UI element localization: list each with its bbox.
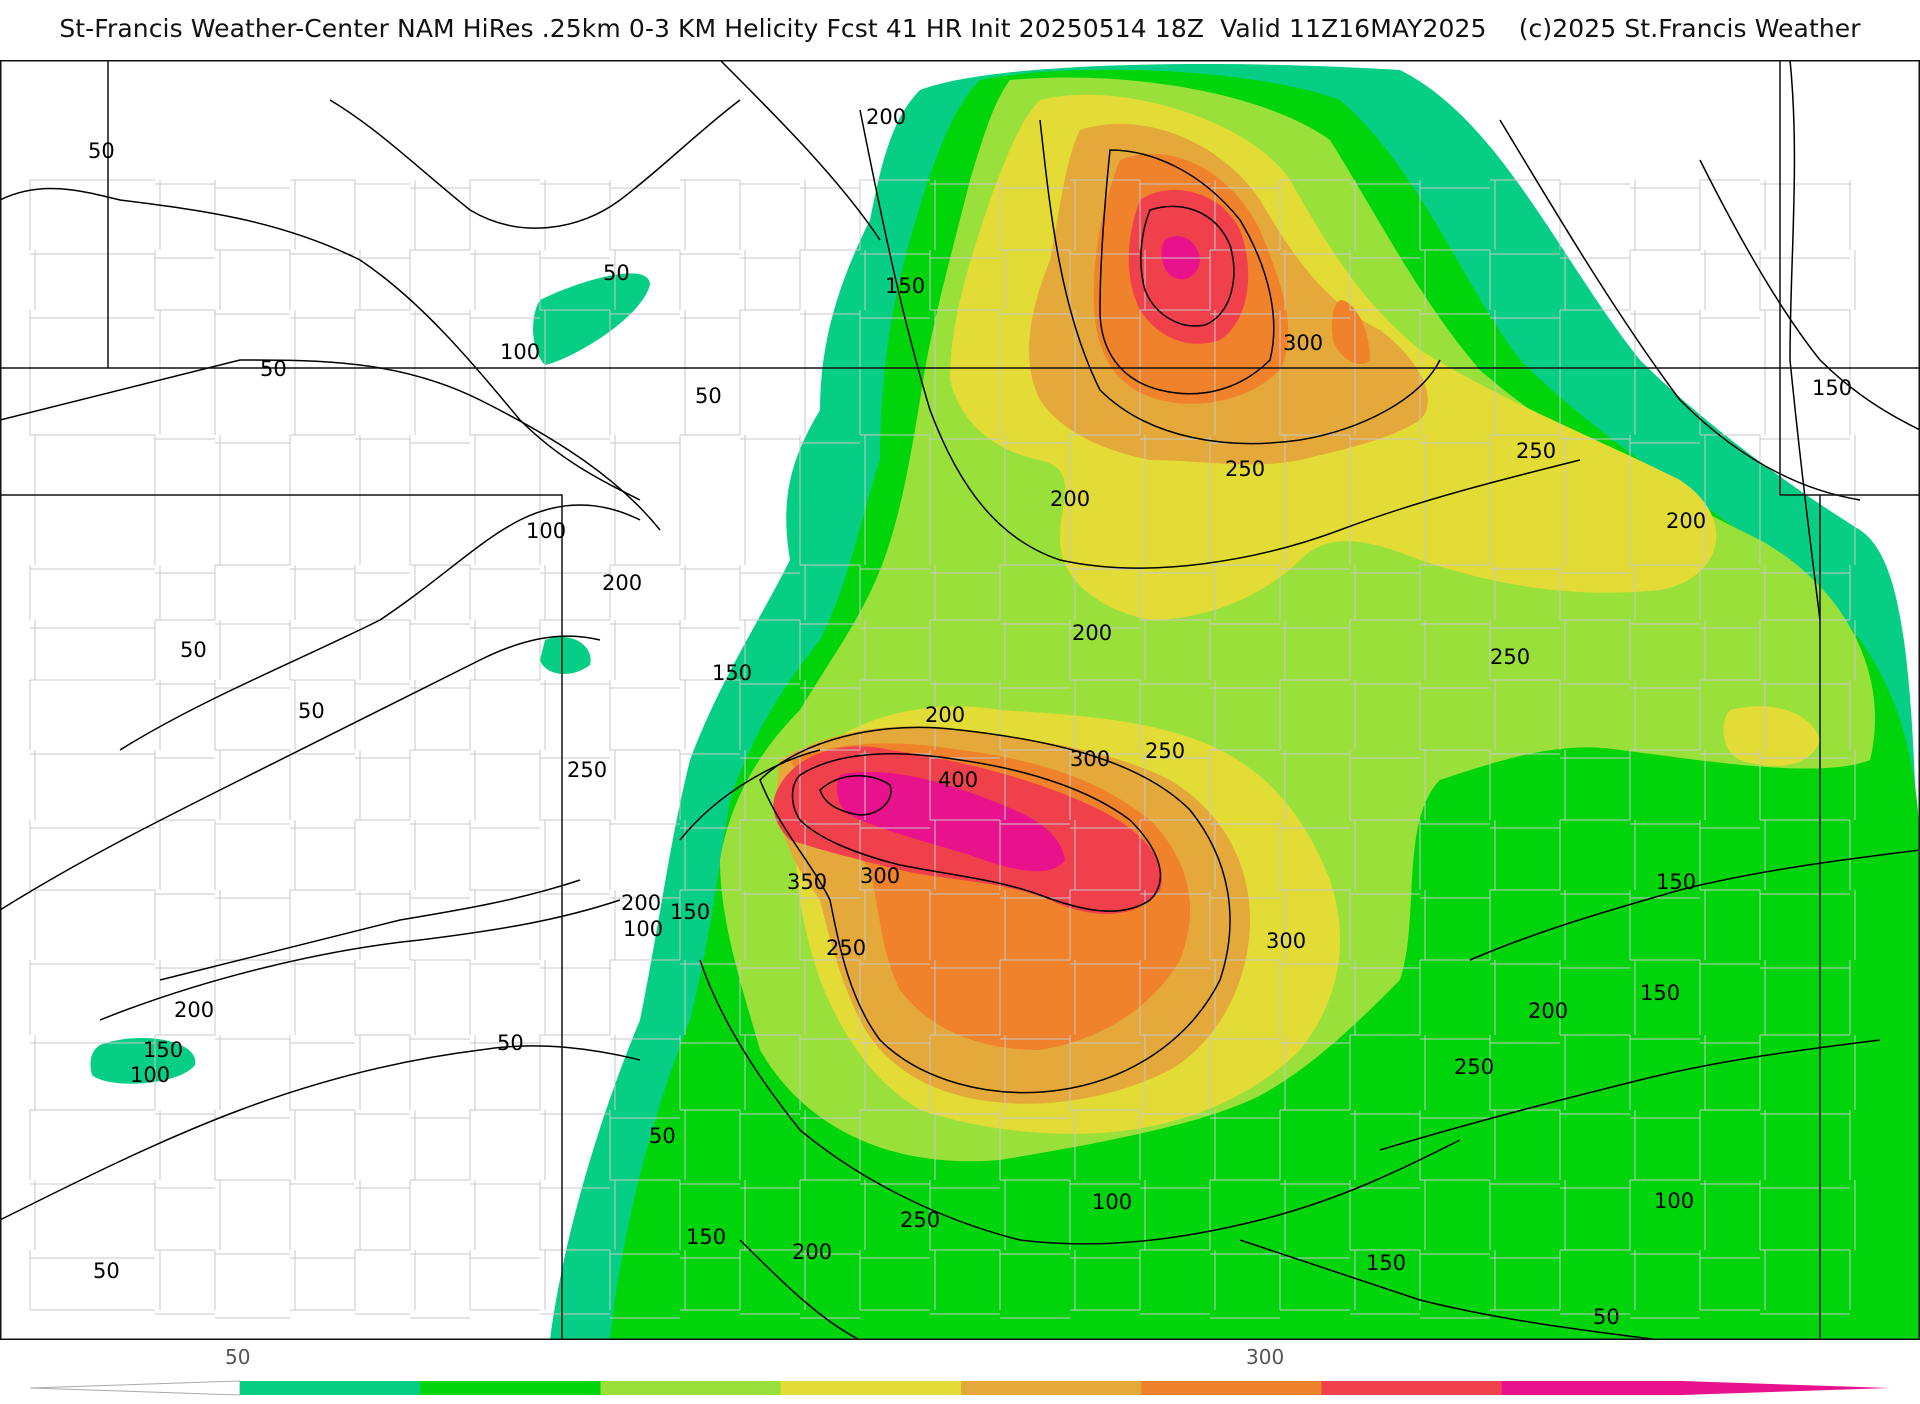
contour-label: 50 <box>298 699 325 723</box>
contour-label: 150 <box>686 1225 726 1249</box>
contour-label: 200 <box>1072 621 1112 645</box>
contour-label: 50 <box>1593 1305 1620 1329</box>
contour-label: 200 <box>925 703 965 727</box>
contour-label: 200 <box>1666 509 1706 533</box>
contour-label: 50 <box>180 638 207 662</box>
state-borders <box>0 60 1920 1340</box>
contour-label: 100 <box>623 917 663 941</box>
contour-label: 50 <box>603 261 630 285</box>
contour-label: 100 <box>526 519 566 543</box>
contour-label: 100 <box>1092 1190 1132 1214</box>
legend-tick-label: 300 <box>1246 1345 1284 1369</box>
contour-label: 250 <box>1454 1055 1494 1079</box>
contour-label: 250 <box>1516 439 1556 463</box>
contour-label: 150 <box>1366 1251 1406 1275</box>
map-title: St-Francis Weather-Center NAM HiRes .25k… <box>59 14 1861 43</box>
contour-label: 300 <box>860 864 900 888</box>
contour-label: 150 <box>1812 376 1852 400</box>
contour-label: 150 <box>1640 981 1680 1005</box>
band-50-cell-a <box>533 273 650 365</box>
contour-label: 50 <box>93 1259 120 1283</box>
contour-label: 200 <box>602 571 642 595</box>
contour-label: 50 <box>649 1124 676 1148</box>
contour-label: 250 <box>1225 457 1265 481</box>
legend-swatch <box>240 1381 421 1395</box>
contour-label: 100 <box>1654 1189 1694 1213</box>
contour-label: 150 <box>1656 870 1696 894</box>
contour-label: 250 <box>1490 645 1530 669</box>
legend-swatch <box>1141 1381 1322 1395</box>
contour-label: 200 <box>792 1240 832 1264</box>
legend-swatch <box>780 1381 962 1395</box>
contour-label: 150 <box>712 661 752 685</box>
helicity-fill-layer <box>90 64 1920 1340</box>
contour-label: 350 <box>787 870 827 894</box>
legend-swatches <box>240 1381 1683 1395</box>
contour-label: 200 <box>1050 487 1090 511</box>
county-lines <box>29 179 1856 1319</box>
legend-swatch <box>961 1381 1142 1395</box>
legend-swatch <box>600 1381 782 1395</box>
contour-label: 50 <box>260 357 287 381</box>
contour-label: 250 <box>900 1208 940 1232</box>
contour-label: 300 <box>1070 747 1110 771</box>
color-scale-legend: 50 300 <box>0 1342 1920 1400</box>
contour-label: 250 <box>567 758 607 782</box>
contour-label: 100 <box>500 340 540 364</box>
band-300-northeast <box>1331 300 1370 364</box>
helicity-contours <box>0 60 1920 1340</box>
contour-label: 200 <box>1528 999 1568 1023</box>
contour-label: 100 <box>130 1063 170 1087</box>
contour-label: 250 <box>826 936 866 960</box>
contour-label: 50 <box>695 384 722 408</box>
contour-label: 50 <box>88 139 115 163</box>
legend-right-arrow <box>1682 1381 1890 1395</box>
band-50-cell-c <box>90 1037 196 1084</box>
legend-swatch <box>1321 1381 1503 1395</box>
contour-label: 150 <box>670 900 710 924</box>
contour-label: 400 <box>938 768 978 792</box>
contour-label: 150 <box>143 1038 183 1062</box>
contour-label: 200 <box>174 998 214 1022</box>
legend-swatch <box>1501 1381 1683 1395</box>
contour-label: 150 <box>885 274 925 298</box>
contour-label: 50 <box>497 1031 524 1055</box>
legend-tick-label: 50 <box>225 1345 250 1369</box>
band-200-east <box>1723 706 1820 766</box>
contour-label: 250 <box>1145 739 1185 763</box>
legend-swatch <box>420 1381 601 1395</box>
contour-labels: 50 50 100 50 50 200 150 300 150 250 200 … <box>88 105 1852 1329</box>
contour-label: 300 <box>1266 929 1306 953</box>
band-400-south <box>837 771 1065 872</box>
contour-label: 200 <box>866 105 906 129</box>
legend-left-arrow <box>29 1380 241 1396</box>
contour-label: 300 <box>1283 331 1323 355</box>
helicity-map[interactable]: 50 50 100 50 50 200 150 300 150 250 200 … <box>0 60 1920 1340</box>
county-boundary <box>29 179 1856 1319</box>
band-50-cell-b <box>540 636 591 675</box>
contour-label: 200 <box>621 891 661 915</box>
